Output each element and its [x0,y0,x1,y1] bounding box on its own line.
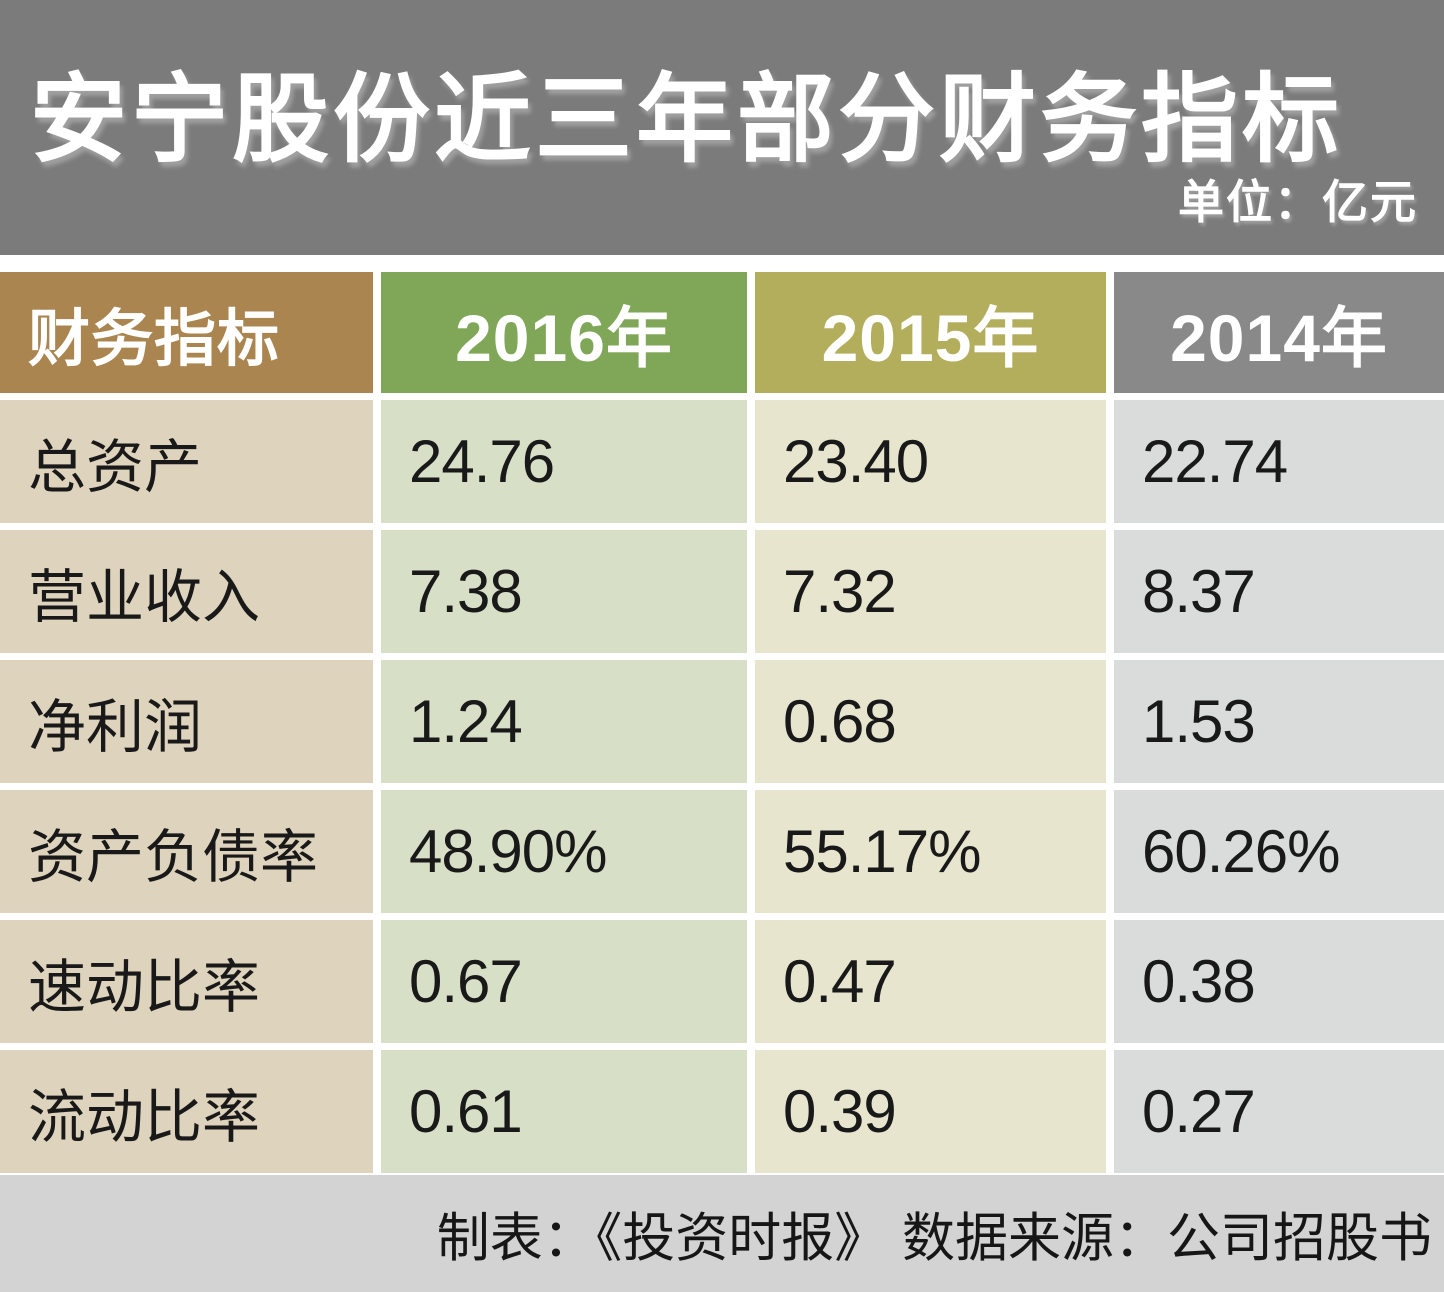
cell-value: 0.61 [381,1050,747,1173]
cell-value: 7.38 [381,530,747,653]
row-label: 资产负债率 [0,790,373,913]
column-header-2015: 2015年 [755,272,1106,393]
row-label: 流动比率 [0,1050,373,1173]
cell-value: 1.53 [1114,660,1444,783]
row-label: 营业收入 [0,530,373,653]
unit-label: 单位：亿元 [1178,176,1418,228]
cell-value: 24.76 [381,400,747,523]
cell-value: 8.37 [1114,530,1444,653]
cell-value: 7.32 [755,530,1106,653]
row-label: 总资产 [0,400,373,523]
credit-bar: 制表：《投资时报》 数据来源：公司招股书 [0,1175,1444,1292]
cell-value: 48.90% [381,790,747,913]
column-header-2014: 2014年 [1114,272,1444,393]
cell-value: 0.38 [1114,920,1444,1043]
cell-value: 0.39 [755,1050,1106,1173]
cell-value: 0.67 [381,920,747,1043]
credit-text: 制表：《投资时报》 数据来源：公司招股书 [436,1208,1432,1268]
cell-value: 0.27 [1114,1050,1444,1173]
financial-table: 财务指标 2016年 2015年 2014年 总资产 24.76 23.40 2… [0,272,1444,1173]
column-header-2016: 2016年 [381,272,747,393]
row-label: 净利润 [0,660,373,783]
cell-value: 0.47 [755,920,1106,1043]
cell-value: 55.17% [755,790,1106,913]
row-label: 速动比率 [0,920,373,1043]
cell-value: 23.40 [755,400,1106,523]
cell-value: 0.68 [755,660,1106,783]
cell-value: 22.74 [1114,400,1444,523]
title-banner: 安宁股份近三年部分财务指标 单位：亿元 [0,0,1444,255]
column-header-indicator: 财务指标 [0,272,373,393]
cell-value: 60.26% [1114,790,1444,913]
page-title: 安宁股份近三年部分财务指标 [30,65,1343,174]
cell-value: 1.24 [381,660,747,783]
